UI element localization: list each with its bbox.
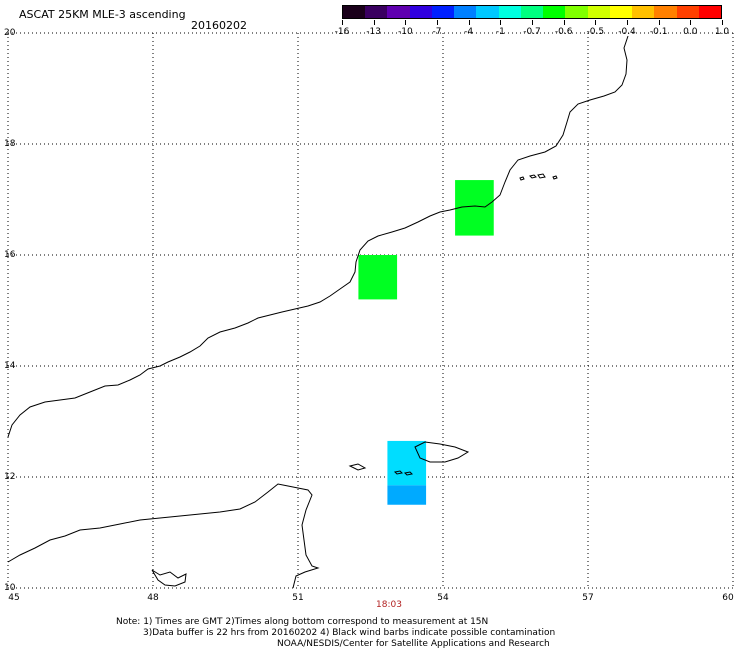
wind-swath-cell [387,440,427,486]
note-line-1: Note: 1) Times are GMT 2)Times along bot… [116,617,489,627]
color-scale-label: -10 [397,27,413,37]
island-abd-al-kuri [348,463,367,471]
latitude-label: 18 [4,139,16,149]
color-scale-segment [587,6,610,18]
longitude-label: 54 [437,593,449,603]
color-scale-tick [627,20,628,25]
color-scale-segment [543,6,566,18]
color-scale-segment [498,6,521,18]
color-scale-label: 1.0 [714,27,730,37]
color-scale-tick [500,20,502,25]
graticule [7,32,734,589]
color-scale-segment [431,6,455,18]
color-scale-label: -1 [495,27,505,37]
color-scale-segment [654,6,677,18]
note-line-2: 3)Data buffer is 22 hrs from 20160202 4)… [143,628,556,638]
island-socotra [414,441,470,463]
latitude-label: 10 [4,583,16,593]
color-scale-segment [343,6,366,18]
wind-swaths [358,180,494,505]
wind-swath-cell [387,485,427,505]
longitude-label: 45 [8,593,20,603]
islands-kuria-muria [519,173,558,181]
color-scale-label: -4 [464,27,474,37]
color-scale-tick [405,20,407,25]
color-scale-tick [342,20,343,25]
color-scale-label: 0.0 [683,27,698,37]
color-scale-segment [476,6,499,18]
coastline-somalia [7,483,320,589]
latitude-label: 16 [4,250,16,260]
color-scale-tick [437,20,438,25]
wind-swath-cell [455,180,494,236]
latitude-label: 12 [4,472,16,482]
map-title: ASCAT 25KM MLE-3 ascending [19,8,186,21]
wind-swath-cell [358,255,398,300]
color-scale-segment [409,6,432,18]
color-scale-segment [454,6,477,18]
color-scale-tick [690,20,692,25]
time-label: 18:03 [376,600,402,610]
color-scale-segment [609,6,633,18]
color-scale-label: -0.1 [649,27,668,37]
coastline-arabia [7,35,629,589]
island-samhah [393,470,404,475]
color-scale-tick [563,20,565,25]
color-scale-label: -0.4 [618,27,636,37]
latitude-label: 20 [4,28,16,38]
color-scale-segment [365,6,388,18]
color-scale-segment [676,6,699,18]
longitude-label: 60 [722,593,734,603]
color-scale-bar [342,5,722,19]
color-scale-label: -0.5 [586,27,605,37]
coastline-oman-yemen [7,35,629,438]
color-scale-label: -7 [432,27,442,37]
color-scale-segment [698,6,721,18]
color-scale-segment [387,6,410,18]
color-scale-label: -13 [366,27,382,37]
color-scale-segment [520,6,544,18]
color-scale-label: -0.7 [523,27,541,37]
color-scale-segment [565,6,588,18]
color-scale-tick [722,20,723,25]
color-scale-label: -0.6 [554,27,573,37]
color-scale-tick [373,20,375,25]
longitude-label: 51 [292,593,304,603]
island-darsah [403,471,414,476]
credit-line: NOAA/NESDIS/Center for Satellite Applica… [277,639,550,649]
longitude-label: 48 [147,593,159,603]
color-scale-tick [532,20,533,25]
latitude-label: 14 [4,361,16,371]
color-scale-segment [632,6,655,18]
color-scale-label: -16 [334,27,350,37]
coastline-africa-small [151,569,187,587]
longitude-label: 57 [582,593,594,603]
map-date: 20160202 [191,19,247,32]
color-scale-tick [658,20,660,25]
color-scale-tick [595,20,597,25]
color-scale-tick [468,20,470,25]
